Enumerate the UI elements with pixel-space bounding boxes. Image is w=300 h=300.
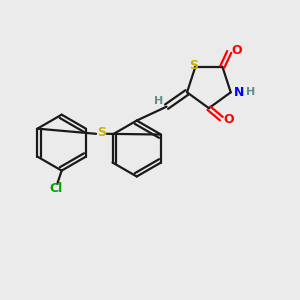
Text: O: O <box>232 44 242 57</box>
Text: H: H <box>246 87 255 97</box>
Text: S: S <box>97 126 106 139</box>
Text: O: O <box>224 113 234 126</box>
Text: Cl: Cl <box>49 182 62 195</box>
Text: H: H <box>154 96 163 106</box>
Text: S: S <box>189 59 198 72</box>
Text: N: N <box>234 86 244 99</box>
